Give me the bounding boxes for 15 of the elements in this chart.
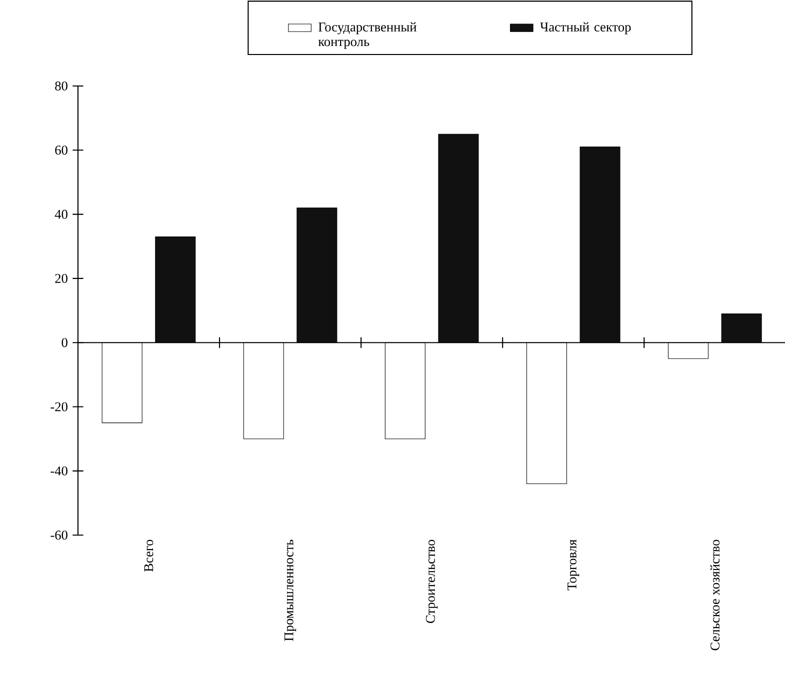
x-tick-label: Строительство [426,540,438,624]
y-tick-label: -40 [50,466,68,476]
y-tick-label: 20 [55,274,68,283]
x-tick-label: Всего [144,540,154,572]
x-tick-label: Промышленность [284,540,296,641]
legend-label: Государственный контроль [318,22,416,49]
y-tick-label: -20 [50,402,68,412]
y-tick-label: 80 [55,81,68,90]
x-tick-label: Торговля [568,540,580,590]
legend-label: Частный сектор [540,22,631,34]
x-tick-label: Сельское хозяйство [710,540,720,650]
y-tick-label: 0 [62,338,68,348]
y-tick-label: 60 [55,146,68,155]
y-tick-label: 40 [54,210,68,219]
y-tick-label: -60 [50,530,68,540]
